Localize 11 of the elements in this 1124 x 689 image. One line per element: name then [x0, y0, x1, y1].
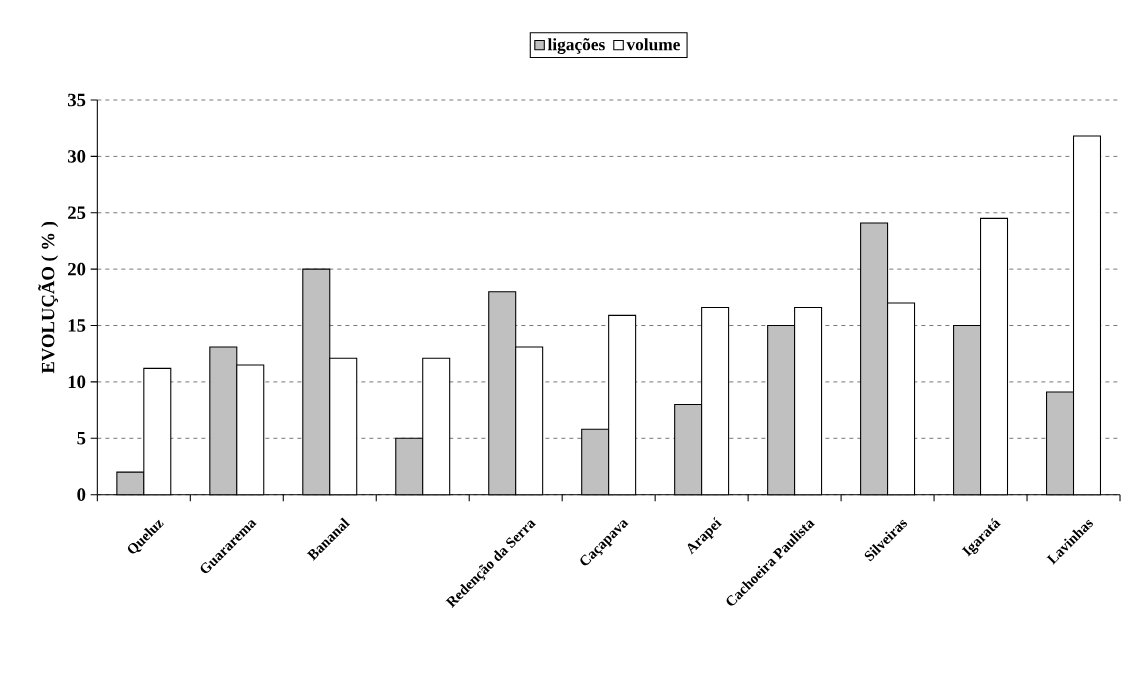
y-tick-label: 20 — [68, 262, 86, 276]
legend-label: volume — [626, 37, 680, 51]
y-tick-label: 10 — [68, 375, 86, 389]
y-tick-label: 15 — [68, 319, 86, 332]
y-axis-title: EVOLUÇÃO ( % ) — [38, 221, 59, 374]
y-tick-label: 5 — [77, 431, 86, 445]
legend-label: ligações — [547, 37, 605, 54]
y-tick-label: 30 — [68, 149, 86, 163]
y-tick-label: 35 — [68, 93, 86, 107]
y-tick-label: 25 — [68, 206, 86, 219]
y-tick-label: 0 — [77, 488, 86, 501]
